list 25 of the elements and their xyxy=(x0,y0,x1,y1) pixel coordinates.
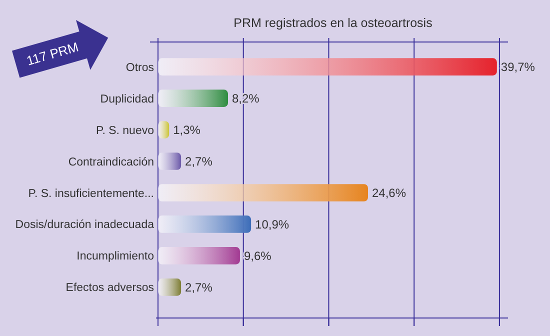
y-tick-label: Efectos adversos xyxy=(66,282,154,294)
bar xyxy=(158,121,170,138)
bar xyxy=(158,184,368,202)
bar xyxy=(158,278,182,296)
y-tick-label: P. S. insuficientemente... xyxy=(28,188,154,200)
data-label: 1,3% xyxy=(173,122,201,137)
bar xyxy=(158,247,240,264)
bar xyxy=(158,216,252,233)
data-label: 2,7% xyxy=(185,154,213,168)
data-label: 2,7% xyxy=(185,280,213,294)
chart-title: PRM registrados en la osteoartrosis xyxy=(234,16,432,30)
data-label: 24,6% xyxy=(372,186,406,200)
bar xyxy=(158,58,497,76)
data-label: 9,6% xyxy=(244,248,272,263)
y-tick-label: Otros xyxy=(126,62,154,74)
bar xyxy=(158,152,182,170)
y-tick-label: Contraindicación xyxy=(68,156,154,168)
data-label: 39,7% xyxy=(500,60,536,74)
y-tick-label: Duplicidad xyxy=(100,93,154,106)
text: 117 PRM xyxy=(24,39,80,68)
data-label: 10,9% xyxy=(255,217,290,232)
y-tick-label: Dosis/duración inadecuada xyxy=(15,219,155,232)
y-tick-label: Incumplimiento xyxy=(76,250,154,263)
y-tick-label: P. S. nuevo xyxy=(96,124,154,137)
bar xyxy=(158,90,228,107)
